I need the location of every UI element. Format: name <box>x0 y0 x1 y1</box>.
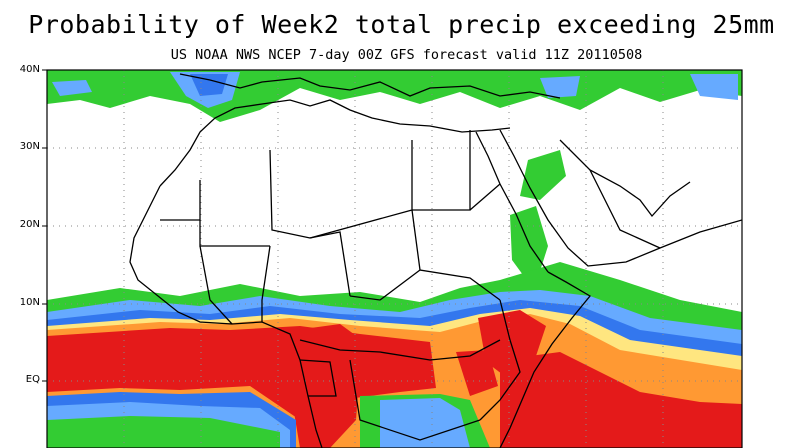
lat-label-10n: 10N <box>19 297 40 308</box>
europe-coast <box>179 73 561 99</box>
border-sahara-2 <box>309 140 413 239</box>
border-sahara-4 <box>199 180 270 247</box>
border-sudan <box>411 209 501 301</box>
border-east <box>479 299 521 421</box>
map-frame <box>46 69 743 448</box>
north-blue-patch-4 <box>540 76 580 98</box>
map-subtitle: US NOAA NWS NCEP 7-day 00Z GFS forecast … <box>170 47 643 63</box>
border-arabia <box>589 169 661 249</box>
lat-ticks <box>42 69 47 382</box>
south-green-band <box>47 416 280 448</box>
border-nile-1 <box>469 183 501 211</box>
precip-shading <box>47 70 742 448</box>
north-blue-patch-3 <box>52 80 92 96</box>
horn-coast <box>499 271 591 448</box>
north-africa-coast <box>159 99 511 187</box>
red-sea-east <box>499 129 742 267</box>
lat-label-eq: EQ <box>25 374 40 385</box>
border-gabon <box>299 359 337 397</box>
east-africa-red-core <box>500 352 742 448</box>
border-central <box>299 339 501 361</box>
lake-victoria-red <box>456 350 498 396</box>
border-chad <box>349 269 421 301</box>
redsea-green-streak <box>520 150 566 200</box>
lat-label-30n: 30N <box>19 141 40 152</box>
west-africa-coast <box>129 185 323 448</box>
border-sahara-1 <box>269 149 351 297</box>
map-title: Probability of Week2 total precip exceed… <box>28 10 775 39</box>
north-green-band <box>47 70 742 122</box>
border-drc <box>349 359 481 441</box>
persian-gulf <box>559 139 691 218</box>
border-west-2 <box>261 245 271 322</box>
lat-label-40n: 40N <box>19 64 40 75</box>
north-blue-patch-2 <box>190 74 228 96</box>
coastlines-borders <box>129 73 742 448</box>
border-sahara-3 <box>412 130 471 211</box>
lat-label-20n: 20N <box>19 219 40 230</box>
central-africa-red-core <box>292 324 362 448</box>
red-sea-west <box>475 131 549 273</box>
border-west-1 <box>199 245 233 325</box>
north-blue-patch-5 <box>690 74 738 100</box>
south-central-lblue <box>380 398 470 448</box>
